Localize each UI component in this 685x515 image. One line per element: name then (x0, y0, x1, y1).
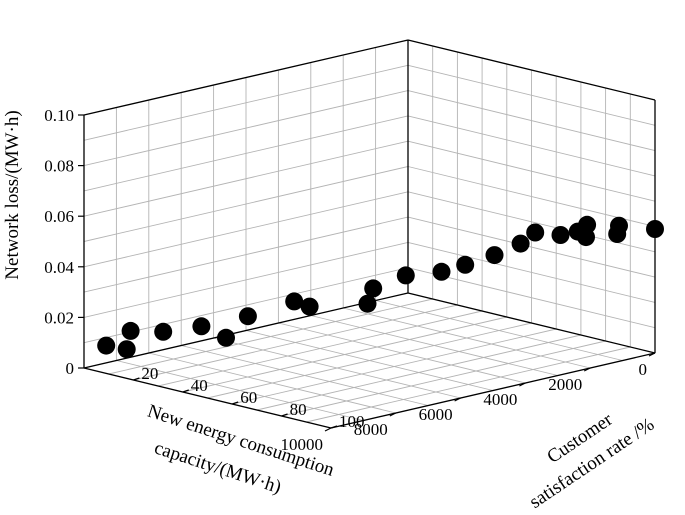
grid-line (83, 64, 409, 141)
x-tick (583, 367, 591, 372)
data-point (217, 328, 235, 347)
data-point (117, 340, 136, 359)
z-tick-label: 0.10 (44, 106, 74, 125)
y-tick-label: 100 (339, 412, 365, 431)
grid-line (133, 304, 458, 381)
data-point (578, 215, 597, 234)
x-tick (389, 412, 397, 417)
y-tick-label: 20 (141, 364, 158, 383)
axis-edge (407, 292, 656, 354)
grid-lines (83, 46, 656, 423)
data-points (97, 215, 664, 359)
axis-edge (83, 367, 332, 429)
data-point (238, 307, 257, 326)
data-point (456, 255, 475, 274)
z-axis-label: Network loss/(MW·h) (2, 110, 23, 279)
data-point (396, 266, 415, 285)
x-tick (648, 352, 656, 357)
data-point (192, 317, 211, 336)
z-tick-label: 0.04 (44, 258, 74, 277)
grid-line (83, 166, 409, 242)
grid-line (83, 115, 409, 192)
z-tick-label: 0.06 (44, 207, 74, 226)
data-point (511, 234, 530, 253)
z-tick-label: 0.02 (44, 308, 74, 327)
x-tick (324, 427, 332, 432)
y-tick (232, 401, 239, 405)
grid-line (182, 316, 507, 393)
grid-line (281, 340, 606, 417)
data-point (551, 226, 570, 244)
grid-line (83, 241, 409, 318)
axis-edge (330, 352, 656, 429)
y-tick (182, 389, 189, 393)
data-point (364, 279, 383, 298)
data-point (485, 246, 504, 265)
x-tick-label: 6000 (419, 405, 453, 424)
tick-labels: 0 0.02 0.04 0.06 0.08 0.10 10000 8000 6000 4000 20… (44, 106, 647, 454)
grid-line (83, 140, 409, 217)
data-point (285, 292, 304, 311)
grid-line (83, 90, 409, 167)
x-tick-label: 10000 (281, 435, 324, 454)
grid-line (232, 328, 557, 405)
data-point (300, 297, 319, 316)
axis-edge (407, 39, 656, 101)
data-point (432, 262, 451, 281)
z-tick-label: 0 (66, 359, 75, 378)
data-point (97, 336, 116, 355)
x-tick-label: 0 (639, 360, 648, 379)
x-tick (519, 382, 526, 387)
data-point (358, 294, 377, 313)
data-point (610, 216, 628, 235)
grid-line (83, 216, 409, 293)
y-tick (281, 413, 288, 417)
grid-line (256, 334, 582, 411)
data-point (526, 223, 545, 242)
data-point (154, 322, 173, 341)
x-tick-label: 4000 (483, 390, 517, 409)
grid-line (306, 346, 631, 423)
z-tick-label: 0.08 (44, 157, 74, 176)
grid-line (157, 310, 483, 387)
axis-edge (83, 292, 409, 369)
data-point (646, 220, 664, 238)
x-tick (454, 397, 461, 402)
x-tick-label: 2000 (548, 375, 582, 394)
y-tick (133, 377, 140, 381)
grid-line (108, 298, 433, 375)
grid-line (207, 322, 532, 399)
y-tick-label: 80 (290, 400, 307, 419)
y-tick-label: 40 (191, 376, 208, 395)
grid-line (83, 191, 409, 268)
y-tick (330, 425, 338, 429)
data-point (121, 321, 140, 340)
y-tick-label: 60 (240, 388, 257, 407)
x-tick-label: 8000 (354, 420, 388, 439)
axis-edge (83, 39, 409, 116)
